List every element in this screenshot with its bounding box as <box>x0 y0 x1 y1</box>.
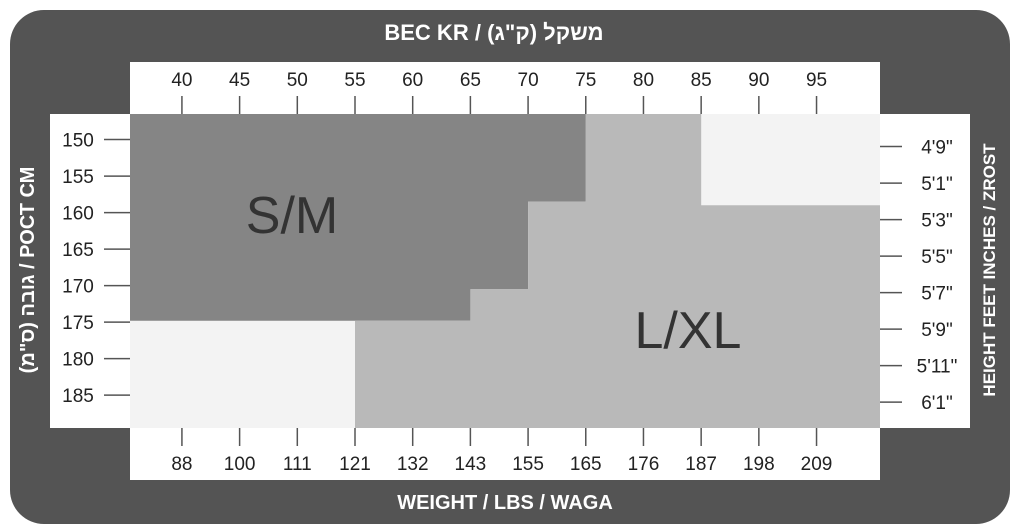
bottom-axis-panel <box>130 428 880 480</box>
kg-tick-label: 75 <box>575 70 596 91</box>
lbs-tick-label: 187 <box>685 454 717 475</box>
cm-tick-label: 150 <box>62 131 94 152</box>
right-axis-title: HEIGHT FEET INCHES / ZROST <box>980 143 999 397</box>
cm-tick-label: 160 <box>62 204 94 225</box>
kg-tick-label: 55 <box>344 70 365 91</box>
bottom-axis-title: WEIGHT / LBS / WAGA <box>397 492 613 514</box>
left-axis-title: (ס"מ) גובה / РОСТ СМ <box>17 167 39 374</box>
kg-tick-label: 40 <box>171 70 192 91</box>
size-label-lxl: L/XL <box>635 302 742 360</box>
ft-tick-label: 4'9" <box>921 138 953 159</box>
top-axis-title: BEC KR / משקל (ק"ג) <box>384 20 603 45</box>
cm-tick-label: 185 <box>62 386 94 407</box>
cm-tick-label: 155 <box>62 167 94 188</box>
size-region-sm <box>130 114 586 321</box>
ft-tick-label: 6'1" <box>921 393 953 414</box>
lbs-tick-label: 111 <box>283 454 312 475</box>
kg-tick-label: 85 <box>691 70 712 91</box>
ft-tick-label: 5'5" <box>921 247 953 268</box>
ft-tick-label: 5'9" <box>921 320 953 341</box>
cm-tick-label: 170 <box>62 277 94 298</box>
kg-tick-label: 50 <box>287 70 308 91</box>
kg-tick-label: 70 <box>518 70 539 91</box>
ft-tick-label: 5'11" <box>917 357 958 378</box>
lbs-tick-label: 198 <box>743 454 775 475</box>
kg-tick-label: 65 <box>460 70 481 91</box>
lbs-tick-label: 121 <box>339 454 371 475</box>
ft-tick-label: 5'1" <box>921 174 953 195</box>
kg-tick-label: 80 <box>633 70 654 91</box>
lbs-tick-label: 176 <box>628 454 660 475</box>
cm-tick-label: 175 <box>62 313 94 334</box>
size-region-lxl <box>355 114 880 428</box>
lbs-tick-label: 155 <box>512 454 544 475</box>
lbs-tick-label: 100 <box>224 454 256 475</box>
right-axis-panel <box>880 114 970 428</box>
lbs-tick-label: 165 <box>570 454 602 475</box>
size-label-sm: S/M <box>246 187 338 245</box>
kg-tick-label: 95 <box>806 70 827 91</box>
size-regions <box>130 114 880 428</box>
lbs-tick-label: 132 <box>397 454 429 475</box>
cm-tick-label: 180 <box>62 350 94 371</box>
kg-tick-label: 90 <box>748 70 769 91</box>
cm-tick-label: 165 <box>62 240 94 261</box>
lbs-tick-label: 88 <box>171 454 192 475</box>
left-axis-panel <box>50 114 130 428</box>
lbs-tick-label: 143 <box>455 454 487 475</box>
kg-tick-label: 45 <box>229 70 250 91</box>
ft-tick-label: 5'7" <box>921 284 953 305</box>
lbs-tick-label: 209 <box>801 454 833 475</box>
ft-tick-label: 5'3" <box>921 211 953 232</box>
axis-ticks: 40 45 50 55 60 65 70 75 80 85 90 95 88 100 111 121 132 14… <box>62 70 957 475</box>
kg-tick-label: 60 <box>402 70 423 91</box>
top-axis-panel <box>130 62 880 114</box>
